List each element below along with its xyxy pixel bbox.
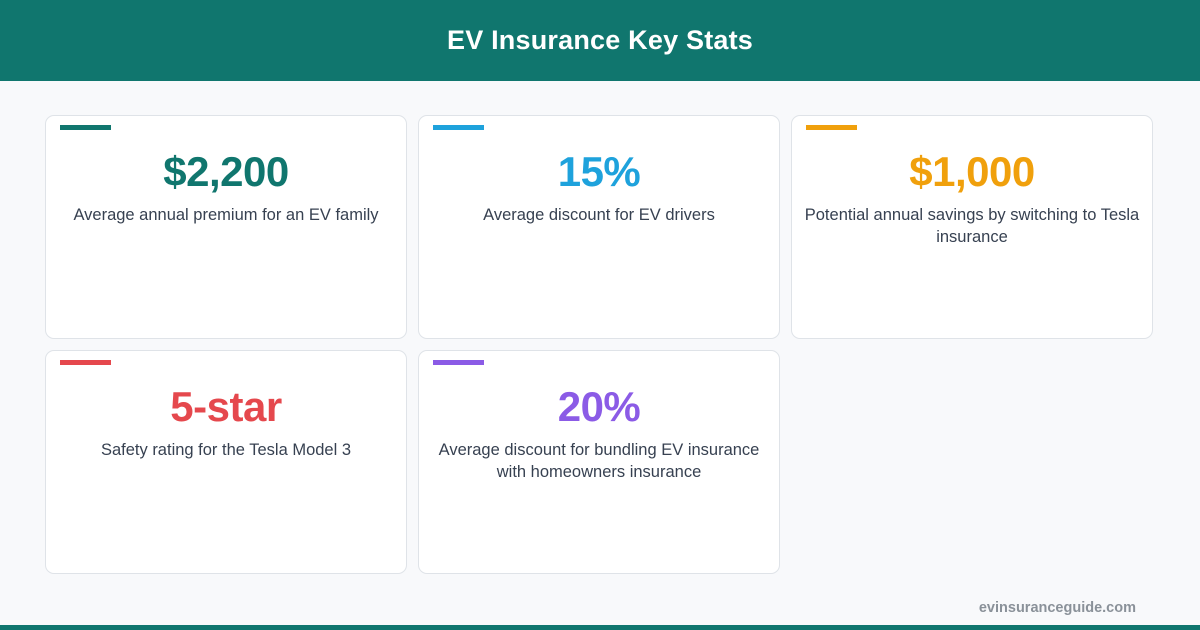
stat-description: Potential annual savings by switching to… — [804, 206, 1140, 246]
card-accent-bar — [433, 360, 484, 365]
stat-value: 20% — [557, 383, 641, 430]
footer-bar — [0, 625, 1200, 630]
card-accent-bar — [433, 125, 484, 130]
card-accent-bar — [60, 360, 111, 365]
stat-card-ev-discount: 15% Average discount for EV drivers — [418, 115, 780, 339]
stat-card-tesla-savings: $1,000 Potential annual savings by switc… — [791, 115, 1153, 339]
header-banner: EV Insurance Key Stats — [0, 0, 1200, 81]
stat-description: Safety rating for the Tesla Model 3 — [100, 441, 352, 459]
card-accent-bar — [806, 125, 857, 130]
stat-value: $2,200 — [163, 148, 289, 195]
stat-description: Average annual premium for an EV family — [73, 206, 379, 224]
stat-value: 5-star — [170, 383, 282, 430]
stat-card-safety-rating: 5-star Safety rating for the Tesla Model… — [45, 350, 407, 574]
stat-card-premium: $2,200 Average annual premium for an EV … — [45, 115, 407, 339]
stat-description: Average discount for EV drivers — [483, 206, 715, 224]
stat-value: $1,000 — [909, 148, 1035, 195]
stat-card-bundling-discount: 20% Average discount for bundling EV ins… — [418, 350, 780, 574]
page-title: EV Insurance Key Stats — [446, 25, 754, 55]
card-accent-bar — [60, 125, 111, 130]
stat-value: 15% — [557, 148, 641, 195]
stat-description: Average discount for bundling EV insuran… — [438, 441, 760, 481]
footer-site-name: evinsuranceguide.com — [978, 600, 1136, 616]
